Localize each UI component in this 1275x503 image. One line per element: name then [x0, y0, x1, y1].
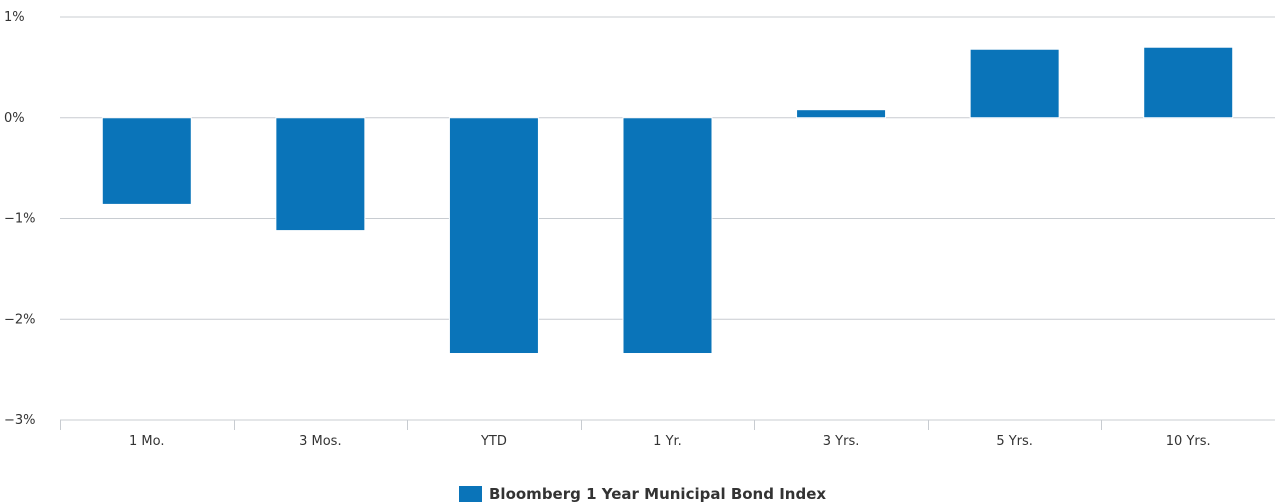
bar[interactable]: [448, 117, 539, 355]
x-tick-label: 1 Mo.: [129, 434, 164, 449]
x-tick-label: 3 Mos.: [299, 434, 341, 449]
x-tick-label: 1 Yr.: [653, 434, 682, 449]
y-tick-label: −2%: [4, 312, 36, 327]
bar[interactable]: [796, 109, 887, 119]
y-tick-label: 0%: [4, 111, 25, 126]
y-tick-label: −1%: [4, 212, 36, 227]
legend-label: Bloomberg 1 Year Municipal Bond Index: [489, 485, 826, 503]
legend-swatch: [459, 486, 482, 502]
y-tick-label: 1%: [4, 10, 25, 25]
bar[interactable]: [622, 117, 713, 355]
x-axis: 1 Mo. 3 Mos. YTD 1 Yr. 3 Yrs. 5 Yrs. 10 Yrs.: [60, 419, 1275, 449]
bars: [101, 46, 1234, 355]
y-tick-label: −3%: [4, 413, 36, 428]
y-axis: 1% 0% −1% −2% −3%: [4, 10, 36, 428]
x-tick-label: 3 Yrs.: [823, 434, 860, 449]
bar[interactable]: [275, 117, 366, 232]
bar[interactable]: [101, 117, 192, 205]
x-tick-label: YTD: [480, 434, 507, 449]
bar[interactable]: [1143, 46, 1234, 119]
bar[interactable]: [969, 48, 1060, 119]
legend[interactable]: Bloomberg 1 Year Municipal Bond Index: [459, 485, 826, 503]
x-tick-label: 10 Yrs.: [1166, 434, 1211, 449]
x-tick-label: 5 Yrs.: [996, 434, 1033, 449]
